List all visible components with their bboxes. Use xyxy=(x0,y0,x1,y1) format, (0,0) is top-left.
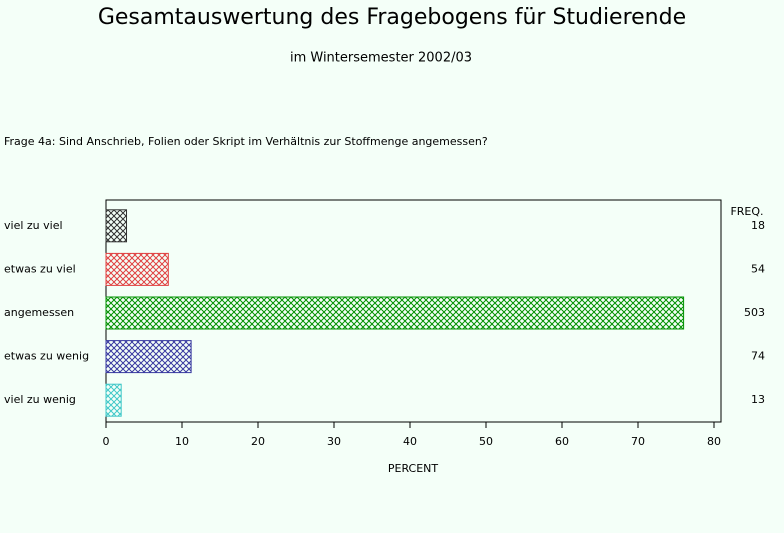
x-tick-label: 40 xyxy=(403,435,417,448)
freq-value: 503 xyxy=(744,306,765,319)
y-tick-label: viel zu viel xyxy=(4,219,63,232)
x-tick-label: 50 xyxy=(479,435,493,448)
x-tick-label: 70 xyxy=(631,435,645,448)
bar xyxy=(105,252,169,286)
y-tick-label: angemessen xyxy=(4,306,74,319)
bar xyxy=(105,340,192,374)
bar xyxy=(105,296,685,330)
chart-title: Gesamtauswertung des Fragebogens für Stu… xyxy=(98,5,686,30)
bar xyxy=(105,209,128,243)
x-tick-label: 0 xyxy=(103,435,110,448)
x-axis-label: PERCENT xyxy=(388,462,439,475)
bar xyxy=(105,383,122,417)
x-tick-label: 30 xyxy=(327,435,341,448)
y-tick-label: viel zu wenig xyxy=(4,393,76,406)
freq-value: 54 xyxy=(751,262,765,275)
freq-value: 18 xyxy=(751,219,765,232)
x-tick-label: 20 xyxy=(251,435,265,448)
freq-value: 74 xyxy=(751,350,765,363)
question: Frage 4a: Sind Anschrieb, Folien oder Sk… xyxy=(4,135,488,148)
x-tick-label: 80 xyxy=(707,435,721,448)
freq-value: 13 xyxy=(751,393,765,406)
x-tick-label: 60 xyxy=(555,435,569,448)
y-tick-label: etwas zu viel xyxy=(4,262,76,275)
freq-header: FREQ. xyxy=(730,205,763,218)
y-tick-label: etwas zu wenig xyxy=(4,350,89,363)
chart-subtitle: im Wintersemester 2002/03 xyxy=(290,51,472,66)
x-tick-label: 10 xyxy=(175,435,189,448)
